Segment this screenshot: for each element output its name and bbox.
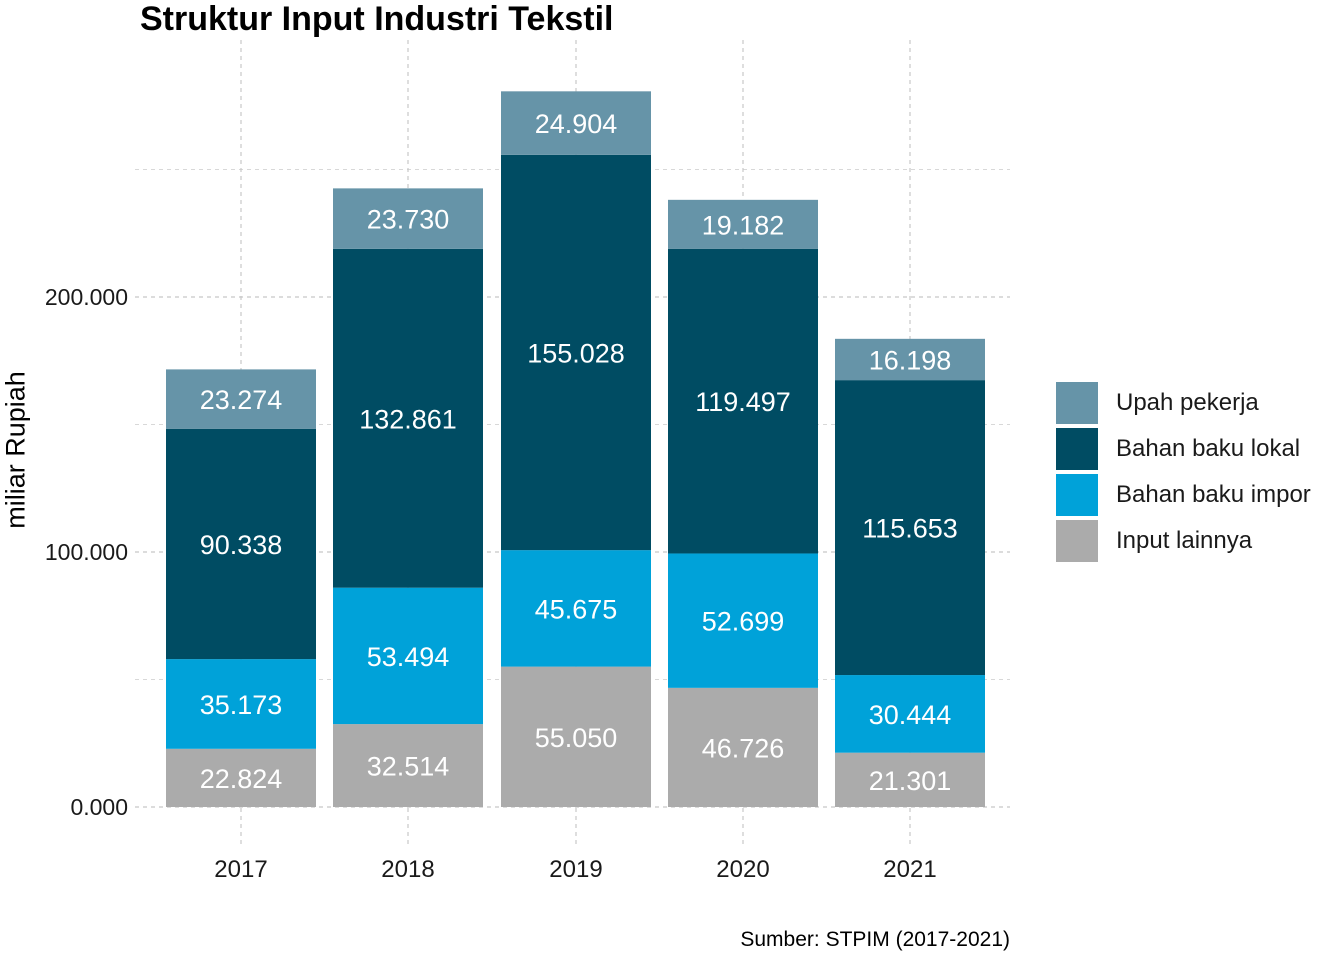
data-label: 45.675 <box>535 594 618 624</box>
data-label: 46.726 <box>702 733 785 763</box>
bar-segment <box>166 369 316 429</box>
bar-segment <box>333 248 483 588</box>
data-label: 55.050 <box>535 723 618 753</box>
bar-segment <box>668 553 818 688</box>
y-tick-label: 100.000 <box>45 539 128 565</box>
legend-item: Upah pekerja <box>1056 380 1311 426</box>
data-label: 30.444 <box>869 700 952 730</box>
bar-segment <box>501 154 651 551</box>
legend-swatch <box>1056 428 1098 470</box>
y-tick-label: 200.000 <box>45 284 128 310</box>
data-label: 23.730 <box>367 205 450 235</box>
data-label: 155.028 <box>527 338 625 368</box>
chart-title: Struktur Input Industri Tekstil <box>140 0 614 38</box>
data-label: 35.173 <box>200 690 283 720</box>
data-label: 119.497 <box>695 387 791 417</box>
bar-segment <box>166 428 316 660</box>
bar-segment <box>668 687 818 807</box>
source-caption: Sumber: STPIM (2017-2021) <box>740 928 1010 951</box>
x-tick-label: 2017 <box>214 856 267 883</box>
legend-item: Bahan baku impor <box>1056 472 1311 518</box>
legend-swatch <box>1056 382 1098 424</box>
x-tick-label: 2020 <box>716 856 769 883</box>
legend-label: Bahan baku lokal <box>1116 435 1301 462</box>
bar-segment <box>333 587 483 725</box>
data-label: 22.824 <box>200 764 283 794</box>
bar-segment <box>501 91 651 155</box>
data-label: 16.198 <box>869 345 952 375</box>
legend-label: Upah pekerja <box>1116 389 1259 416</box>
data-label: 19.182 <box>702 210 785 240</box>
bars <box>166 91 985 807</box>
bar-segment <box>835 380 985 676</box>
legend-item: Bahan baku lokal <box>1056 426 1311 472</box>
legend-label: Input lainnya <box>1116 527 1253 554</box>
bar-segment <box>668 199 818 249</box>
bar-segment <box>333 724 483 807</box>
axis-ticks: 0.000 100.000 200.000 2017 2018 2019 2020 2021 <box>45 284 937 883</box>
data-label: 24.904 <box>535 109 618 139</box>
bar-segment <box>166 659 316 749</box>
legend-swatch <box>1056 520 1098 562</box>
data-label: 132.861 <box>359 404 457 434</box>
data-label: 115.653 <box>862 514 958 544</box>
data-label: 53.494 <box>367 642 450 672</box>
bar-segment <box>501 550 651 667</box>
bar-segment <box>166 748 316 807</box>
bar-segment <box>501 666 651 807</box>
legend-item: Input lainnya <box>1056 518 1311 564</box>
bar-segment <box>668 248 818 554</box>
data-label: 90.338 <box>200 530 283 560</box>
data-labels: 22.824 35.173 90.338 23.274 32.514 53.494 132.… <box>200 109 958 796</box>
legend-swatch <box>1056 474 1098 516</box>
x-tick-label: 2019 <box>549 856 602 883</box>
data-label: 21.301 <box>869 766 952 796</box>
legend: Upah pekerja Bahan baku lokal Bahan baku i… <box>1056 380 1311 564</box>
data-label: 23.274 <box>200 385 283 415</box>
data-label: 52.699 <box>702 607 785 637</box>
bar-segment <box>835 338 985 381</box>
y-tick-label: 0.000 <box>70 794 128 820</box>
data-label: 32.514 <box>367 752 450 782</box>
bar-segment <box>333 188 483 249</box>
x-tick-label: 2021 <box>883 856 936 883</box>
x-tick-label: 2018 <box>381 856 434 883</box>
bar-segment <box>835 752 985 807</box>
bar-segment <box>835 675 985 753</box>
legend-label: Bahan baku impor <box>1116 481 1311 508</box>
